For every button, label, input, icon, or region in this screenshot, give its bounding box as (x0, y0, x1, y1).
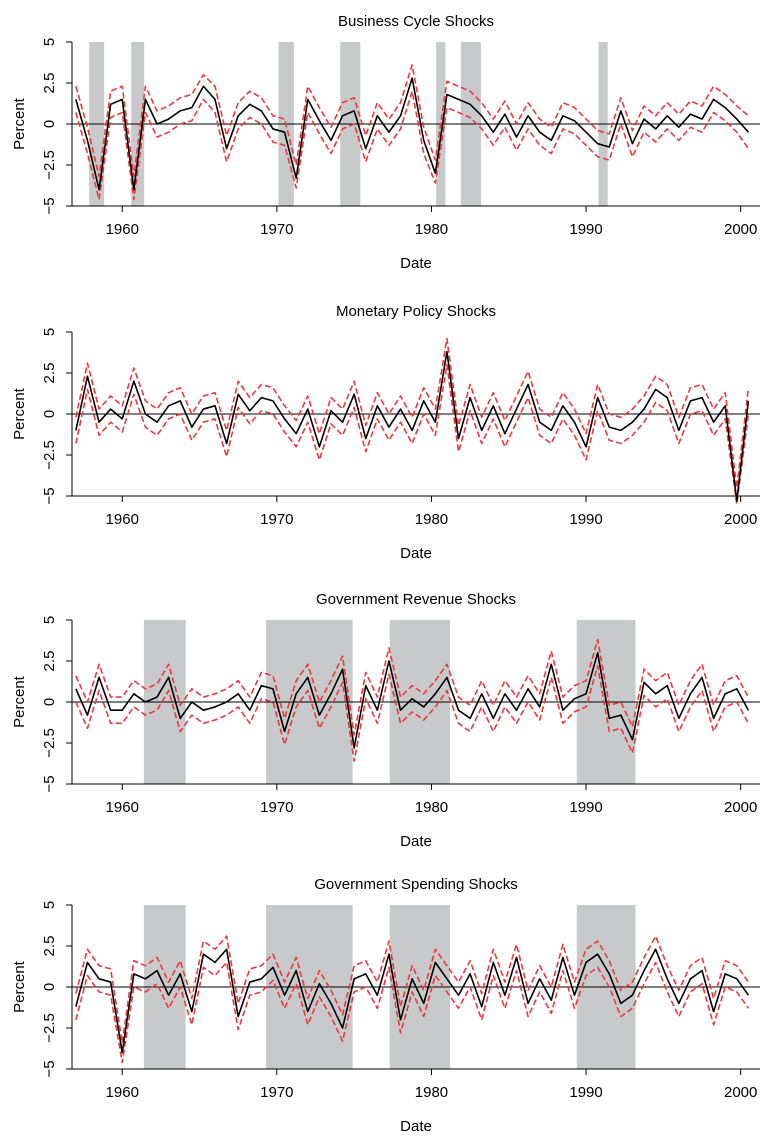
x-tick-label: 1970 (260, 1084, 293, 1101)
x-tick-label: 1960 (106, 799, 139, 816)
series-line (75, 638, 750, 736)
y-axis-label: Percent (11, 675, 28, 728)
y-tick-label: 2.5 (41, 651, 58, 672)
series-line (75, 90, 750, 201)
y-tick-label: −2.5 (41, 728, 58, 758)
x-tick-label: 1980 (415, 221, 448, 238)
x-tick-label: 1960 (106, 221, 139, 238)
x-axis-label: Date (400, 255, 432, 272)
y-axis-label: Percent (11, 387, 28, 440)
y-tick-label: −2.5 (41, 440, 58, 470)
y-tick-label: 0 (41, 120, 58, 128)
y-tick-label: −5 (41, 1060, 58, 1077)
series-line (75, 64, 749, 178)
x-axis-label: Date (400, 833, 432, 850)
series-line (75, 652, 750, 749)
y-tick-label: 0 (41, 983, 58, 991)
x-tick-label: 2000 (724, 799, 757, 816)
series-line (75, 364, 750, 505)
x-tick-label: 1960 (106, 511, 139, 528)
y-tick-label: 5 (41, 328, 58, 336)
y-tick-label: 2.5 (41, 363, 58, 384)
x-tick-label: 1990 (569, 221, 602, 238)
x-tick-label: 1990 (569, 799, 602, 816)
x-tick-label: 1970 (260, 221, 293, 238)
chart-title: Monetary Policy Shocks (336, 303, 496, 320)
series-line (75, 337, 750, 489)
chart-title: Government Spending Shocks (314, 876, 517, 893)
y-tick-label: 2.5 (41, 73, 58, 94)
y-tick-label: −5 (41, 197, 58, 214)
x-tick-label: 1980 (415, 799, 448, 816)
x-tick-label: 1980 (415, 511, 448, 528)
x-tick-label: 1990 (569, 1084, 602, 1101)
x-tick-label: 1980 (415, 1084, 448, 1101)
series-line (75, 935, 750, 1044)
y-tick-label: 2.5 (41, 936, 58, 957)
y-tick-label: 5 (41, 38, 58, 46)
series-line (75, 948, 750, 1054)
series-line (75, 350, 750, 502)
x-tick-label: 1990 (569, 511, 602, 528)
y-tick-label: −5 (41, 487, 58, 504)
x-tick-label: 2000 (724, 221, 757, 238)
y-tick-label: −2.5 (41, 150, 58, 180)
series-line (75, 961, 750, 1064)
y-tick-label: −5 (41, 775, 58, 792)
chart-title: Government Revenue Shocks (316, 591, 516, 608)
y-axis-label: Percent (11, 97, 28, 150)
y-tick-label: 0 (41, 410, 58, 418)
x-tick-label: 1960 (106, 1084, 139, 1101)
series-line (75, 665, 750, 762)
x-tick-label: 1970 (260, 799, 293, 816)
x-axis-label: Date (400, 1118, 432, 1135)
chart-title: Business Cycle Shocks (338, 13, 494, 30)
x-tick-label: 1970 (260, 511, 293, 528)
y-tick-label: 0 (41, 698, 58, 706)
x-tick-label: 2000 (724, 511, 757, 528)
y-axis-label: Percent (11, 960, 28, 1013)
series-line (75, 77, 749, 191)
x-tick-label: 2000 (724, 1084, 757, 1101)
x-axis-label: Date (400, 545, 432, 562)
y-tick-label: 5 (41, 901, 58, 909)
y-tick-label: −2.5 (41, 1013, 58, 1043)
y-tick-label: 5 (41, 616, 58, 624)
